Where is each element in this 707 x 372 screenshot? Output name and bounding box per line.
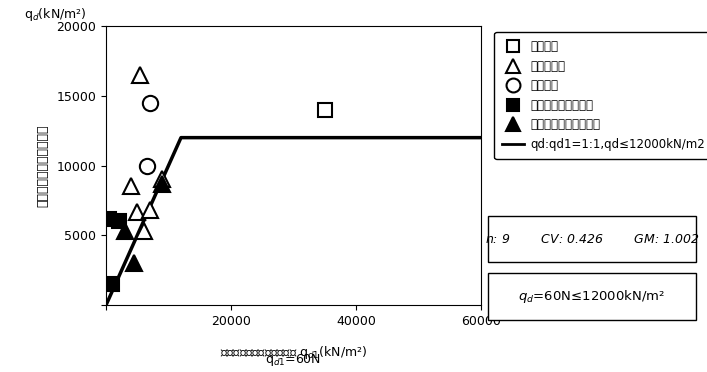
Text: $q_d$=60N≤12000kN/m²: $q_d$=60N≤12000kN/m² bbox=[518, 288, 666, 305]
Text: q$_{d1}$=60N: q$_{d1}$=60N bbox=[265, 352, 322, 368]
Text: $n$: 9        $CV$: 0.426        $GM$: 1.002: $n$: 9 $CV$: 0.426 $GM$: 1.002 bbox=[485, 232, 699, 246]
X-axis label: 推定式による先端支持力度 q$_{d1}$(kN/m²): 推定式による先端支持力度 q$_{d1}$(kN/m²) bbox=[220, 344, 367, 362]
Y-axis label: 試験による先端支持力度: 試験による先端支持力度 bbox=[37, 124, 49, 207]
Text: q$_d$(kN/m²): q$_d$(kN/m²) bbox=[23, 6, 86, 23]
Legend: 風化軟岩, 風化花岠岩, 堆積軟岩, 風化軟岩（参考値）, 風化花岠岩（参考値）, qd:qd1=1:1,qd≤12000kN/m2: 風化軟岩, 風化花岠岩, 堆積軟岩, 風化軟岩（参考値）, 風化花岠岩（参考値）… bbox=[494, 32, 707, 159]
